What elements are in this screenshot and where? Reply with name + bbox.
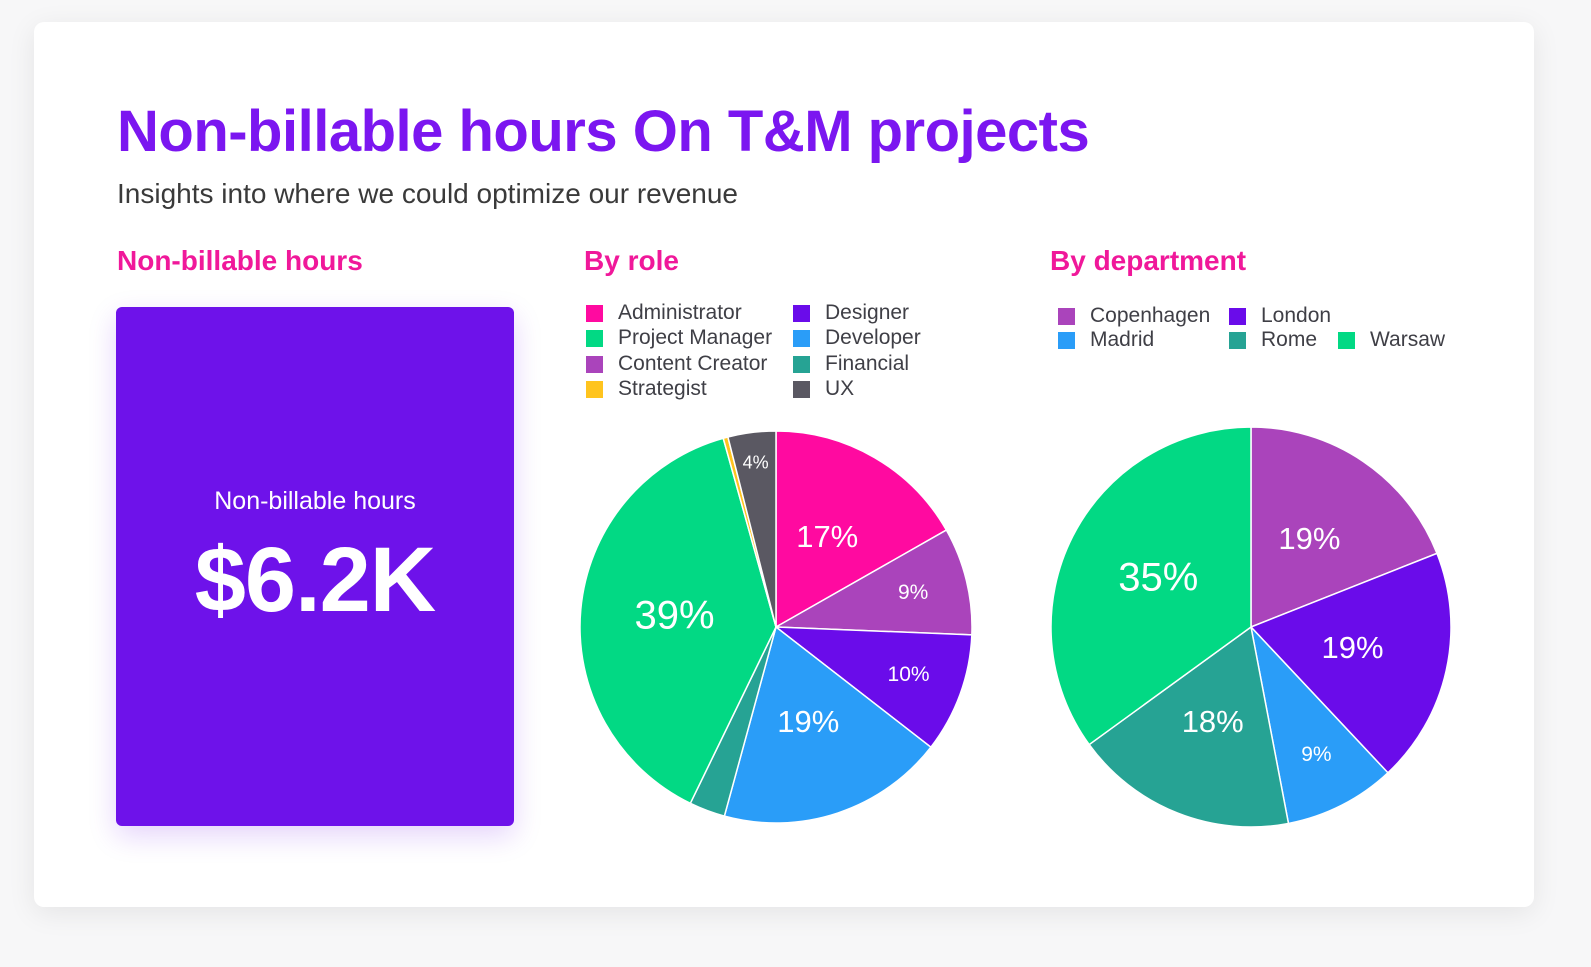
legend-label: Content Creator bbox=[618, 352, 768, 375]
legend-swatch bbox=[586, 329, 603, 347]
pie-label-warsaw: 35% bbox=[1118, 555, 1198, 599]
legend-label: UX bbox=[825, 377, 855, 400]
legend-label: Administrator bbox=[618, 301, 742, 324]
legend-swatch bbox=[586, 380, 603, 398]
legend-label: Madrid bbox=[1090, 328, 1155, 351]
legend-label: Project Manager bbox=[618, 326, 773, 349]
legend-swatch bbox=[793, 329, 810, 347]
department-section-title: By department bbox=[1050, 245, 1247, 276]
kpi-section-title: Non-billable hours bbox=[117, 245, 363, 276]
legend-item-warsaw[interactable]: Warsaw bbox=[1338, 328, 1445, 352]
legend-item-london[interactable]: London bbox=[1229, 304, 1331, 328]
page-subtitle: Insights into where we could optimize ou… bbox=[117, 178, 739, 209]
kpi-value: $6.2K bbox=[194, 529, 437, 631]
pie-label-designer: 10% bbox=[888, 663, 930, 686]
pie-slice-developer[interactable] bbox=[723, 625, 932, 824]
legend-label: Strategist bbox=[618, 377, 707, 400]
pie-slice-copenhagen[interactable] bbox=[1250, 426, 1438, 629]
legend-item-ux[interactable]: UX bbox=[793, 377, 854, 401]
pie-slice-designer[interactable] bbox=[773, 626, 973, 749]
page-title: Non-billable hours On T&M projects bbox=[117, 99, 1090, 164]
role-section-title: By role bbox=[584, 245, 679, 276]
legend-swatch bbox=[1229, 331, 1246, 349]
legend-label: Warsaw bbox=[1370, 328, 1446, 351]
legend-swatch bbox=[1058, 331, 1075, 349]
legend-item-developer[interactable]: Developer bbox=[793, 326, 921, 350]
pie-label-administrator: 17% bbox=[796, 519, 858, 554]
pie-slice-rome[interactable] bbox=[1088, 625, 1290, 828]
pie-slice-content-creator[interactable] bbox=[773, 529, 973, 636]
pie-label-rome: 18% bbox=[1182, 704, 1244, 739]
legend-item-financial[interactable]: Financial bbox=[793, 352, 909, 376]
pie-slice-warsaw[interactable] bbox=[1050, 426, 1252, 746]
legend-item-content-creator[interactable]: Content Creator bbox=[586, 352, 767, 376]
legend-label: Copenhagen bbox=[1090, 304, 1211, 327]
legend-label: Designer bbox=[825, 301, 910, 324]
legend-item-project-manager[interactable]: Project Manager bbox=[586, 326, 772, 350]
pie-label-london: 19% bbox=[1321, 630, 1383, 665]
legend-label: Developer bbox=[825, 326, 921, 349]
pie-label-project-manager: 39% bbox=[634, 593, 714, 637]
legend-swatch bbox=[1338, 331, 1355, 349]
legend-swatch bbox=[586, 355, 603, 373]
pie-slice-administrator[interactable] bbox=[775, 430, 948, 629]
legend-swatch bbox=[793, 380, 810, 398]
pie-slice-madrid[interactable] bbox=[1249, 624, 1389, 825]
legend-item-madrid[interactable]: Madrid bbox=[1058, 328, 1154, 352]
legend-label: Financial bbox=[825, 352, 910, 375]
kpi-label: Non-billable hours bbox=[214, 487, 416, 515]
pie-slice-ux[interactable] bbox=[727, 430, 777, 628]
legend-swatch bbox=[793, 304, 810, 322]
legend-item-rome[interactable]: Rome bbox=[1229, 328, 1317, 352]
legend-label: Rome bbox=[1261, 328, 1318, 351]
pie-label-ux: 4% bbox=[743, 452, 769, 472]
legend-swatch bbox=[1229, 307, 1246, 325]
pie-slice-project-manager[interactable] bbox=[579, 437, 777, 805]
pie-slice-london[interactable] bbox=[1249, 552, 1452, 774]
pie-chart-by-role: 17% 9% 10% 19% 39% 4% bbox=[579, 430, 973, 824]
legend-swatch bbox=[1058, 307, 1075, 325]
kpi-card bbox=[116, 307, 514, 826]
legend-item-administrator[interactable]: Administrator bbox=[586, 301, 742, 325]
legend-swatch bbox=[586, 304, 603, 322]
legend-swatch bbox=[793, 355, 810, 373]
pie-label-copenhagen: 19% bbox=[1278, 521, 1340, 556]
pie-label-madrid: 9% bbox=[1301, 743, 1331, 766]
legend-item-copenhagen[interactable]: Copenhagen bbox=[1058, 304, 1210, 328]
legend-item-designer[interactable]: Designer bbox=[793, 301, 909, 325]
pie-chart-by-department: 19% 19% 9% 18% 35% bbox=[1050, 426, 1452, 828]
pie-label-developer: 19% bbox=[777, 704, 839, 739]
legend-label: London bbox=[1261, 304, 1332, 327]
pie-label-content-creator: 9% bbox=[898, 581, 928, 604]
legend-item-strategist[interactable]: Strategist bbox=[586, 377, 707, 401]
